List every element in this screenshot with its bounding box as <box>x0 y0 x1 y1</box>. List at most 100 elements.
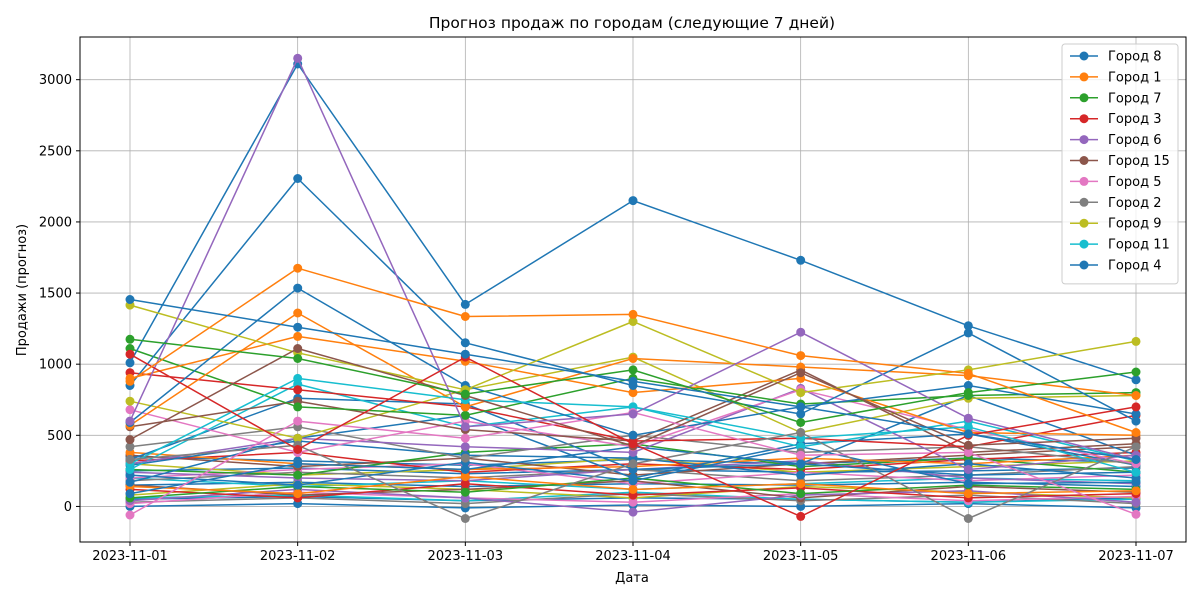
legend-item: Город 11 <box>1070 238 1170 253</box>
data-point <box>125 510 135 520</box>
data-point <box>1131 391 1141 400</box>
data-point <box>1131 509 1141 519</box>
data-point <box>293 402 303 412</box>
data-point <box>628 439 638 449</box>
data-point <box>460 433 470 443</box>
data-point <box>125 489 135 499</box>
series-2 <box>125 334 1141 427</box>
data-point <box>1131 497 1141 507</box>
legend-item: Город 4 <box>1070 259 1161 274</box>
data-point <box>796 351 806 361</box>
data-point <box>293 174 303 183</box>
legend-label: Город 5 <box>1108 175 1161 190</box>
data-point <box>963 429 973 439</box>
data-point <box>1131 409 1141 419</box>
data-point <box>293 459 303 469</box>
legend-marker <box>1079 51 1089 61</box>
legend-item: Город 9 <box>1070 217 1161 232</box>
data-point <box>963 440 973 450</box>
data-point <box>460 338 470 348</box>
chart-title: Прогноз продаж по городам (следующие 7 д… <box>429 14 835 32</box>
data-point <box>963 465 973 474</box>
data-point <box>125 405 135 415</box>
data-point <box>293 331 303 341</box>
x-tick-label: 2023-11-02 <box>260 549 336 564</box>
legend-item: Город 6 <box>1070 133 1161 148</box>
data-point <box>963 447 973 457</box>
y-tick-label: 0 <box>64 500 72 515</box>
data-point <box>460 442 470 452</box>
data-point <box>796 470 806 480</box>
legend-label: Город 4 <box>1108 259 1161 274</box>
legend-label: Город 3 <box>1108 112 1161 127</box>
data-point <box>1131 455 1141 464</box>
legend-label: Город 6 <box>1108 133 1161 148</box>
data-point <box>796 428 806 437</box>
data-point <box>460 472 470 482</box>
data-point <box>963 368 973 378</box>
data-point <box>125 349 135 359</box>
data-point <box>628 497 638 507</box>
series-layer <box>125 53 1141 523</box>
data-point <box>1131 467 1141 477</box>
data-point <box>125 455 135 464</box>
data-point <box>460 410 470 420</box>
data-point <box>293 445 303 454</box>
data-point <box>293 373 303 383</box>
data-point <box>125 396 135 406</box>
data-point <box>628 459 638 469</box>
data-point <box>460 453 470 463</box>
data-point <box>963 479 973 489</box>
series-1 <box>125 263 1141 437</box>
data-point <box>963 489 973 499</box>
legend-item: Город 2 <box>1070 196 1161 211</box>
legend-item: Город 15 <box>1070 154 1170 169</box>
data-point <box>963 514 973 523</box>
legend-marker <box>1079 197 1089 207</box>
data-point <box>1131 402 1141 412</box>
data-point <box>628 473 638 483</box>
data-point <box>628 507 638 517</box>
data-point <box>796 418 806 427</box>
data-point <box>796 489 806 499</box>
data-point <box>1131 367 1141 377</box>
data-point <box>1131 336 1141 346</box>
data-point <box>628 376 638 386</box>
legend-marker <box>1079 135 1089 145</box>
data-point <box>460 487 470 497</box>
x-tick-label: 2023-11-04 <box>595 549 671 564</box>
legend-marker <box>1079 156 1089 165</box>
y-axis-label: Продажи (прогноз) <box>15 224 30 356</box>
y-tick-label: 1500 <box>39 287 72 302</box>
legend-item: Город 8 <box>1070 50 1161 65</box>
series-10 <box>125 59 1141 385</box>
data-point <box>125 416 135 426</box>
data-point <box>628 317 638 326</box>
legend-marker <box>1079 176 1089 186</box>
data-point <box>796 388 806 398</box>
data-point <box>125 358 135 368</box>
legend-marker <box>1079 114 1089 124</box>
data-point <box>1131 375 1141 385</box>
legend-marker <box>1079 93 1089 103</box>
data-point <box>460 312 470 321</box>
legend-marker <box>1079 72 1089 82</box>
data-point <box>125 442 135 452</box>
y-tick-label: 2000 <box>39 215 72 230</box>
data-point <box>963 321 973 331</box>
legend-label: Город 8 <box>1108 50 1161 65</box>
data-point <box>796 402 806 412</box>
data-point <box>293 416 303 426</box>
data-point <box>293 385 303 395</box>
data-point <box>293 354 303 363</box>
legend-label: Город 15 <box>1108 154 1170 169</box>
legend-label: Город 2 <box>1108 196 1161 211</box>
legend-item: Город 3 <box>1070 112 1161 127</box>
legend-marker <box>1079 260 1089 270</box>
x-tick-label: 2023-11-03 <box>428 549 504 564</box>
data-point <box>796 450 806 460</box>
data-point <box>1131 442 1141 452</box>
data-point <box>125 376 135 386</box>
